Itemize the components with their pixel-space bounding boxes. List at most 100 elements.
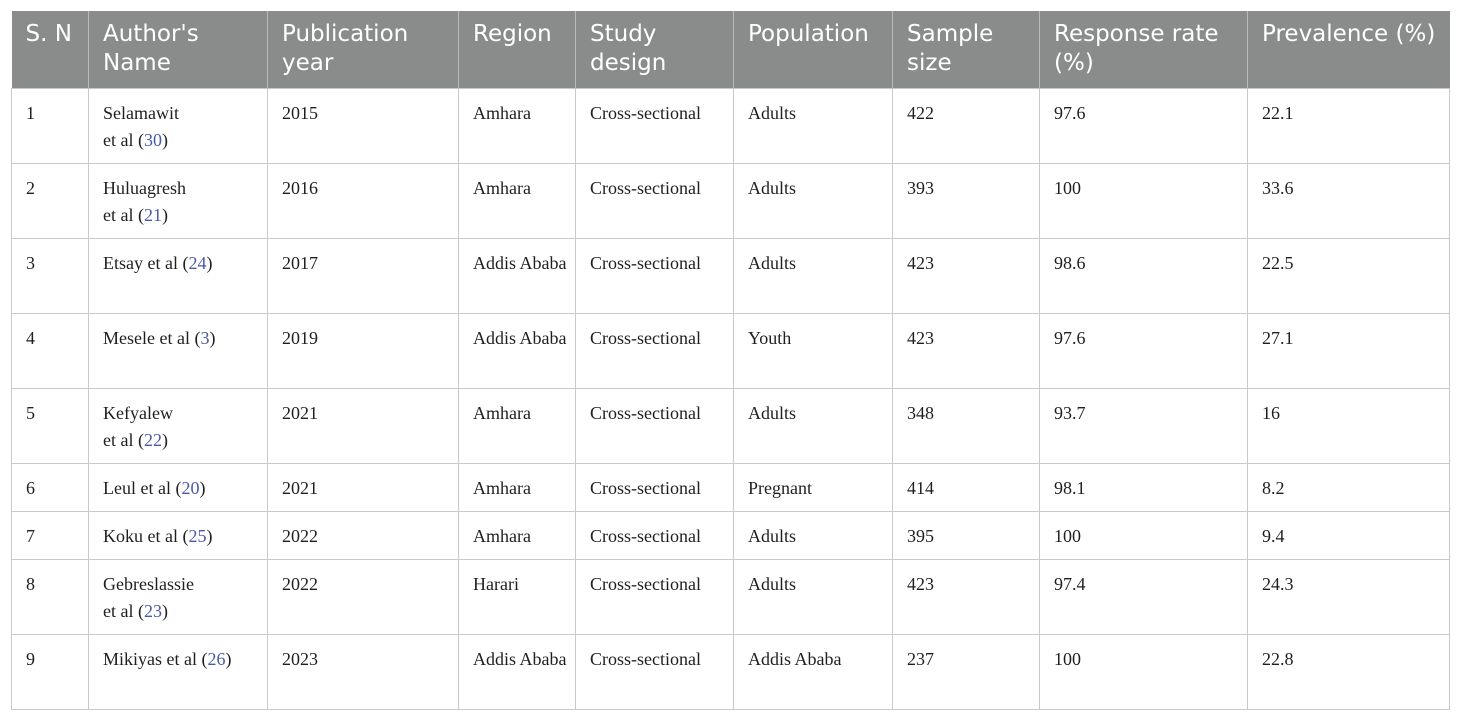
- table-row: 3 Etsay et al (24) 2017 Addis Ababa Cros…: [11, 238, 1450, 314]
- cell-region: Amhara: [458, 388, 576, 464]
- cell-sn: 1: [11, 88, 89, 164]
- cell-region: Addis Ababa: [458, 238, 576, 314]
- cell-sn: 4: [11, 313, 89, 389]
- cell-design: Cross-sectional: [575, 559, 734, 635]
- cell-population: Adults: [733, 511, 893, 560]
- header-design: Study design: [575, 11, 734, 89]
- cell-design: Cross-sectional: [575, 238, 734, 314]
- author-name: Huluagresh: [103, 178, 186, 198]
- cell-sample: 237: [892, 634, 1040, 710]
- table-row: 8 Gebreslassie et al (23) 2022 Harari Cro…: [11, 559, 1450, 635]
- cell-sn: 8: [11, 559, 89, 635]
- ref-close: ): [161, 130, 168, 150]
- cell-year: 2016: [267, 163, 459, 239]
- cell-region: Amhara: [458, 88, 576, 164]
- table-body: 1 Selamawit et al (30) 2015 Amhara Cross-…: [11, 88, 1450, 710]
- cell-design: Cross-sectional: [575, 163, 734, 239]
- cell-year: 2022: [267, 559, 459, 635]
- cell-sample: 423: [892, 559, 1040, 635]
- cell-population: Adults: [733, 238, 893, 314]
- cell-region: Addis Ababa: [458, 634, 576, 710]
- cell-author: Gebreslassie et al (23): [88, 559, 268, 635]
- author-etal: et al (: [103, 205, 144, 225]
- cell-population: Adults: [733, 88, 893, 164]
- cell-sample: 393: [892, 163, 1040, 239]
- reference-link[interactable]: 24: [188, 253, 207, 273]
- author-name: Kefyalew: [103, 403, 173, 423]
- cell-author: Huluagresh et al (21): [88, 163, 268, 239]
- ref-close: ): [225, 649, 232, 669]
- table-row: 1 Selamawit et al (30) 2015 Amhara Cross-…: [11, 88, 1450, 164]
- author-name: Mesele et al (: [103, 328, 201, 348]
- reference-link[interactable]: 30: [143, 130, 162, 150]
- header-response: Response rate (%): [1039, 11, 1248, 89]
- cell-population: Adults: [733, 163, 893, 239]
- cell-population: Adults: [733, 388, 893, 464]
- cell-response: 100: [1039, 163, 1248, 239]
- cell-prevalence: 22.5: [1247, 238, 1450, 314]
- reference-link[interactable]: 25: [188, 526, 207, 546]
- cell-sn: 2: [11, 163, 89, 239]
- cell-prevalence: 22.1: [1247, 88, 1450, 164]
- cell-region: Amhara: [458, 463, 576, 512]
- cell-response: 100: [1039, 634, 1248, 710]
- cell-prevalence: 33.6: [1247, 163, 1450, 239]
- header-year: Publication year: [267, 11, 459, 89]
- ref-close: ): [161, 205, 168, 225]
- reference-link[interactable]: 20: [181, 478, 200, 498]
- cell-region: Amhara: [458, 511, 576, 560]
- table-row: 4 Mesele et al (3) 2019 Addis Ababa Cros…: [11, 313, 1450, 389]
- cell-sample: 395: [892, 511, 1040, 560]
- table-row: 5 Kefyalew et al (22) 2021 Amhara Cross-s…: [11, 388, 1450, 464]
- cell-response: 98.6: [1039, 238, 1248, 314]
- cell-year: 2022: [267, 511, 459, 560]
- cell-author: Kefyalew et al (22): [88, 388, 268, 464]
- reference-link[interactable]: 22: [143, 430, 162, 450]
- cell-author: Selamawit et al (30): [88, 88, 268, 164]
- cell-sample: 423: [892, 313, 1040, 389]
- cell-year: 2021: [267, 463, 459, 512]
- cell-author: Etsay et al (24): [88, 238, 268, 314]
- header-row: S. N Author's Name Publication year Regi…: [11, 11, 1450, 89]
- cell-population: Youth: [733, 313, 893, 389]
- studies-table-container: S. N Author's Name Publication year Regi…: [11, 11, 1450, 710]
- cell-author: Mikiyas et al (26): [88, 634, 268, 710]
- cell-response: 97.4: [1039, 559, 1248, 635]
- cell-prevalence: 27.1: [1247, 313, 1450, 389]
- header-sn: S. N: [11, 11, 89, 89]
- cell-design: Cross-sectional: [575, 634, 734, 710]
- reference-link[interactable]: 26: [207, 649, 226, 669]
- cell-design: Cross-sectional: [575, 388, 734, 464]
- cell-sn: 3: [11, 238, 89, 314]
- header-prevalence: Prevalence (%): [1247, 11, 1450, 89]
- ref-close: ): [161, 430, 168, 450]
- cell-response: 97.6: [1039, 88, 1248, 164]
- cell-response: 97.6: [1039, 313, 1248, 389]
- header-author: Author's Name: [88, 11, 268, 89]
- cell-year: 2017: [267, 238, 459, 314]
- cell-prevalence: 9.4: [1247, 511, 1450, 560]
- cell-author: Leul et al (20): [88, 463, 268, 512]
- reference-link[interactable]: 23: [143, 601, 162, 621]
- cell-author: Mesele et al (3): [88, 313, 268, 389]
- cell-sample: 414: [892, 463, 1040, 512]
- cell-design: Cross-sectional: [575, 511, 734, 560]
- header-sample: Sample size: [892, 11, 1040, 89]
- ref-close: ): [199, 478, 206, 498]
- table-row: 7 Koku et al (25) 2022 Amhara Cross-sect…: [11, 511, 1450, 560]
- cell-region: Amhara: [458, 163, 576, 239]
- reference-link[interactable]: 3: [200, 328, 210, 348]
- author-name: Selamawit: [103, 103, 179, 123]
- author-name: Koku et al (: [103, 526, 189, 546]
- header-population: Population: [733, 11, 893, 89]
- cell-sample: 422: [892, 88, 1040, 164]
- cell-sn: 7: [11, 511, 89, 560]
- header-region: Region: [458, 11, 576, 89]
- cell-sample: 423: [892, 238, 1040, 314]
- reference-link[interactable]: 21: [143, 205, 162, 225]
- cell-region: Addis Ababa: [458, 313, 576, 389]
- cell-region: Harari: [458, 559, 576, 635]
- cell-population: Adults: [733, 559, 893, 635]
- cell-response: 93.7: [1039, 388, 1248, 464]
- cell-sn: 5: [11, 388, 89, 464]
